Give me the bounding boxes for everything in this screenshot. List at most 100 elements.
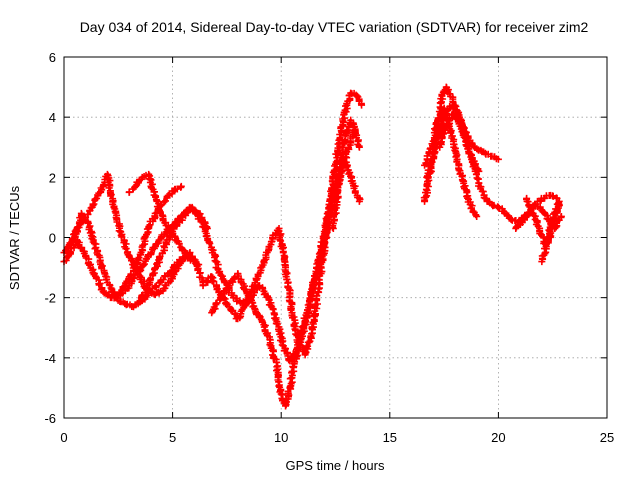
data-point [282,344,285,347]
data-point [127,284,131,287]
y-tick-label: 2 [49,170,56,185]
data-point [288,386,292,390]
data-point [436,118,439,122]
data-point [525,197,528,200]
x-tick-label: 20 [491,430,505,445]
data-point [132,269,135,272]
series-arc-10 [329,116,363,232]
data-point [451,97,454,101]
data-point [540,260,544,263]
data-point [69,251,72,254]
data-point [147,173,150,176]
data-point [253,308,257,311]
data-point [171,230,174,233]
data-point [127,191,131,194]
data-point [458,121,461,125]
data-point [477,182,481,185]
data-point [549,227,552,230]
data-point [549,194,552,197]
data-point [219,296,222,299]
data-point [151,188,155,191]
data-point [345,131,348,134]
data-point [560,215,563,218]
data-point [67,245,70,248]
data-point [327,218,331,221]
data-point [471,158,474,161]
data-point [95,197,98,200]
x-tick-label: 10 [274,430,288,445]
data-point [177,242,181,245]
data-point [236,317,239,320]
series-arc-7 [199,89,366,359]
data-point [462,182,465,185]
data-point [451,112,454,116]
data-point [184,251,187,254]
data-point [484,152,487,155]
data-point [73,236,77,239]
data-point [164,242,168,245]
data-point [151,272,155,275]
data-point [427,152,431,155]
data-point [490,155,494,158]
y-tick-label: 0 [49,231,56,246]
data-point [538,230,541,233]
data-point [154,245,157,248]
data-point [253,281,257,284]
data-point [497,158,500,161]
data-point [477,170,481,173]
data-point [293,362,296,366]
data-point [349,118,352,122]
data-point [484,197,487,200]
chart-title: Day 034 of 2014, Sidereal Day-to-day VTE… [80,19,589,35]
data-point [342,112,346,116]
data-point [240,302,244,305]
data-point [210,248,213,251]
data-point [510,218,513,221]
data-point [280,392,283,396]
data-point [445,85,448,89]
data-point [432,140,435,143]
data-point [258,284,261,287]
data-point [360,103,363,107]
data-point [184,212,187,215]
data-point [175,263,179,266]
data-point [177,221,181,224]
data-point [145,287,148,290]
data-point [201,284,205,287]
x-tick-label: 25 [600,430,614,445]
data-point [101,290,105,293]
data-point [101,185,105,188]
series-arc-6 [136,203,222,305]
data-point [336,149,339,152]
data-point [232,296,235,299]
axis-ticks [63,56,608,419]
data-point [214,266,218,269]
data-point [262,323,266,326]
data-point [93,242,96,245]
data-point [340,152,344,155]
data-point [542,197,546,200]
data-point [180,185,183,188]
data-point [167,194,170,197]
data-point [210,275,213,278]
data-point [190,206,194,209]
data-point [147,227,150,230]
data-point [336,191,339,194]
data-point [262,260,266,263]
data-point [173,188,176,191]
series-arc-4 [112,182,185,302]
data-point [197,263,200,266]
data-point [531,212,535,215]
y-axis: -6 -4 -2 0 2 4 6 [44,50,56,426]
data-point [449,131,452,134]
data-point [140,248,144,251]
data-point [80,212,83,215]
data-point [497,206,500,209]
data-point [432,155,435,158]
x-tick-label: 15 [383,430,397,445]
data-point [236,272,239,275]
data-point [154,212,157,215]
y-tick-label: 4 [49,110,56,125]
data-point [423,200,426,203]
data-point [197,215,200,218]
